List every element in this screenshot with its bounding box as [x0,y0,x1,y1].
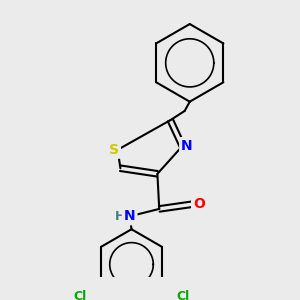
Text: S: S [109,143,119,157]
Text: Cl: Cl [177,290,190,300]
Text: Cl: Cl [73,290,86,300]
Text: N: N [124,209,136,223]
Text: N: N [181,139,193,153]
Text: O: O [193,197,205,211]
Text: H: H [115,210,126,223]
